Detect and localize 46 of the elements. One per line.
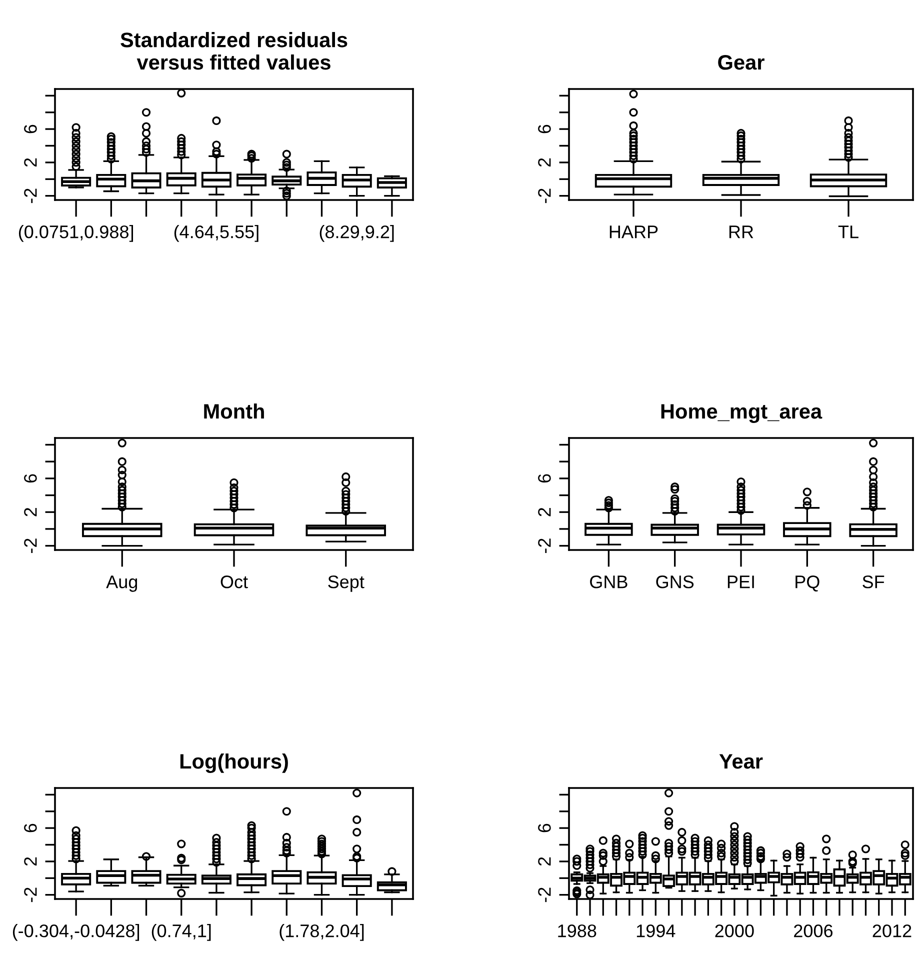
chart-title: Month <box>204 403 264 419</box>
x-tick-label: GNB <box>590 575 628 588</box>
chart-title: Standardized residuals versus fitted values <box>120 32 348 70</box>
x-tick-label: Aug <box>106 576 138 592</box>
x-tick-label: (-0.304,-0.0428] <box>12 924 140 941</box>
x-tick-label: Oct <box>220 575 248 588</box>
y-tick-label: -2 <box>24 538 37 554</box>
x-tick-label: 1994 <box>636 924 676 938</box>
x-tick-label: SF <box>862 575 884 588</box>
x-tick-label: (1.78,2.04] <box>280 924 364 941</box>
y-tick-label: 2 <box>538 508 551 516</box>
y-tick-label: 6 <box>24 474 37 483</box>
x-tick-label: RR <box>729 226 754 238</box>
x-tick-label: 2012 <box>872 924 912 938</box>
y-tick-label: -2 <box>538 538 551 554</box>
y-tick-label: 6 <box>24 124 37 134</box>
y-tick-label: 2 <box>538 158 551 167</box>
chart-title: Gear <box>718 55 764 70</box>
x-tick-label: TL <box>838 226 858 238</box>
y-tick-label: 2 <box>538 857 551 866</box>
y-tick-label: 6 <box>24 824 37 832</box>
y-tick-label: 6 <box>538 474 551 483</box>
chart-title: Log(hours) <box>180 753 288 773</box>
y-tick-label: -2 <box>24 188 37 204</box>
x-tick-label: Sept <box>328 575 364 592</box>
x-tick-label: (4.64,5.55] <box>174 225 258 242</box>
x-tick-label: PEI <box>728 576 754 588</box>
chart-title: Year <box>719 754 763 769</box>
chart-title: Home_mgt_area <box>661 404 822 423</box>
x-tick-label: PQ <box>796 575 820 592</box>
y-tick-label: 2 <box>24 857 37 866</box>
y-tick-label: -2 <box>538 188 551 204</box>
y-tick-label: 6 <box>538 824 551 832</box>
x-tick-label: (0.74,1] <box>152 924 211 941</box>
y-tick-label: 2 <box>24 508 37 516</box>
y-tick-label: 6 <box>538 124 551 134</box>
x-tick-label: HARP <box>610 226 658 238</box>
x-tick-label: GNS <box>656 575 694 588</box>
x-tick-label: (0.0751,0.988] <box>18 225 134 242</box>
x-tick-label: 2000 <box>715 924 754 938</box>
y-tick-label: -2 <box>24 888 37 902</box>
y-tick-label: -2 <box>538 888 551 902</box>
y-tick-label: 2 <box>24 158 37 167</box>
x-tick-label: 1988 <box>558 924 596 938</box>
x-tick-label: 2006 <box>794 924 833 938</box>
x-tick-label: (8.29,9.2] <box>320 225 394 242</box>
